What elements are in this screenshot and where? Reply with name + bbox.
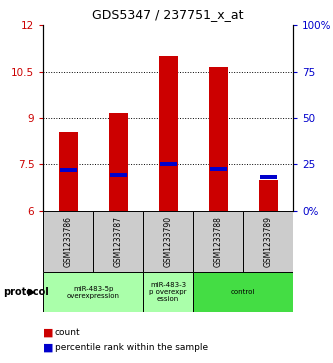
Bar xyxy=(193,211,243,272)
Bar xyxy=(59,132,78,211)
Bar xyxy=(159,56,178,211)
Text: GSM1233790: GSM1233790 xyxy=(164,216,173,267)
Bar xyxy=(243,211,293,272)
Text: GSM1233786: GSM1233786 xyxy=(64,216,73,267)
Bar xyxy=(109,113,128,211)
Bar xyxy=(160,162,177,166)
Text: control: control xyxy=(231,289,255,295)
Text: ■: ■ xyxy=(43,343,54,353)
Title: GDS5347 / 237751_x_at: GDS5347 / 237751_x_at xyxy=(93,8,244,21)
Bar xyxy=(143,272,193,312)
Bar xyxy=(209,167,227,171)
Text: GSM1233789: GSM1233789 xyxy=(263,216,273,267)
Text: miR-483-3
p overexpr
ession: miR-483-3 p overexpr ession xyxy=(150,282,187,302)
Bar xyxy=(259,175,277,179)
Text: ▶: ▶ xyxy=(28,287,36,297)
Bar xyxy=(43,211,93,272)
Bar xyxy=(93,211,143,272)
Text: percentile rank within the sample: percentile rank within the sample xyxy=(55,343,208,352)
Bar xyxy=(259,180,278,211)
Text: GSM1233787: GSM1233787 xyxy=(114,216,123,267)
Text: miR-483-5p
overexpression: miR-483-5p overexpression xyxy=(67,286,120,299)
Bar xyxy=(60,168,77,172)
Bar xyxy=(208,67,228,211)
Bar xyxy=(193,272,293,312)
Bar xyxy=(143,211,193,272)
Bar xyxy=(110,173,127,177)
Text: count: count xyxy=(55,328,81,337)
Text: GSM1233788: GSM1233788 xyxy=(213,216,223,267)
Text: ■: ■ xyxy=(43,327,54,337)
Bar xyxy=(43,272,143,312)
Text: protocol: protocol xyxy=(3,287,49,297)
